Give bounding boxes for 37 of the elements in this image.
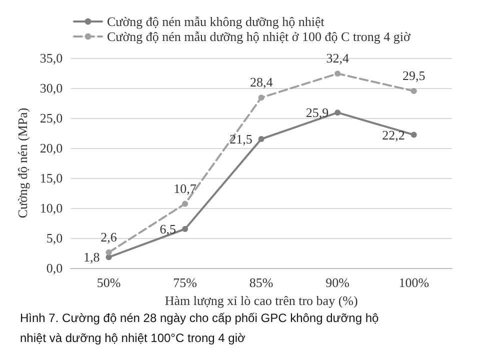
y-tick-label: 30,0 <box>40 80 63 96</box>
x-tick-label: 85% <box>249 275 274 290</box>
point <box>410 88 417 94</box>
data-label: 25,9 <box>306 105 329 120</box>
data-label: 6,5 <box>160 222 176 236</box>
x-tick-label: 50% <box>96 275 121 290</box>
x-tick-label: 75% <box>173 275 198 290</box>
y-tick-label: 15,0 <box>40 170 63 186</box>
data-label: 28,4 <box>250 74 274 90</box>
y-tick-label: 20,0 <box>40 140 63 156</box>
point <box>182 200 188 207</box>
point <box>258 136 264 142</box>
y-tick-label: 25,0 <box>40 110 63 126</box>
x-tick-label: 90% <box>326 275 350 290</box>
text: Hình 7. Cường độ nén 28 ngày cho cấp phối GPC không dưỡng hộ nhiệt và dưỡng hộ nhiệt 100°C trong 4 giờ <box>20 311 382 345</box>
point <box>182 226 188 232</box>
data-label: 21,5 <box>230 132 252 146</box>
y-axis-title: Cường độ nén (MPa) <box>15 108 30 218</box>
x-tick-label: 100% <box>398 275 430 290</box>
point <box>334 110 341 116</box>
data-label: 32,4 <box>326 50 350 66</box>
data-label: 29,5 <box>402 68 426 83</box>
y-tick-label: 10,0 <box>40 200 63 216</box>
point <box>258 94 264 101</box>
y-tick-label: 0,0 <box>46 260 63 276</box>
data-label: 22,2 <box>382 127 405 142</box>
data-label: 2,6 <box>100 229 118 244</box>
legend-label: Cường độ nén mẫu không dưỡng hộ nhiệt <box>107 14 325 29</box>
point <box>106 249 112 256</box>
point <box>410 132 417 138</box>
point <box>334 70 341 77</box>
x-axis-title: Hàm lượng xỉ lò cao trên tro bay (%) <box>164 293 358 308</box>
data-label: 1,8 <box>84 250 100 265</box>
y-tick-label: 5,0 <box>46 230 63 246</box>
legend-label: Cường độ nén mẫu dưỡng hộ nhiệt ở 100 độ C trong 4 giờ <box>107 29 412 44</box>
data-label: 10,7 <box>174 180 197 196</box>
y-tick-label: 35,0 <box>40 50 63 66</box>
